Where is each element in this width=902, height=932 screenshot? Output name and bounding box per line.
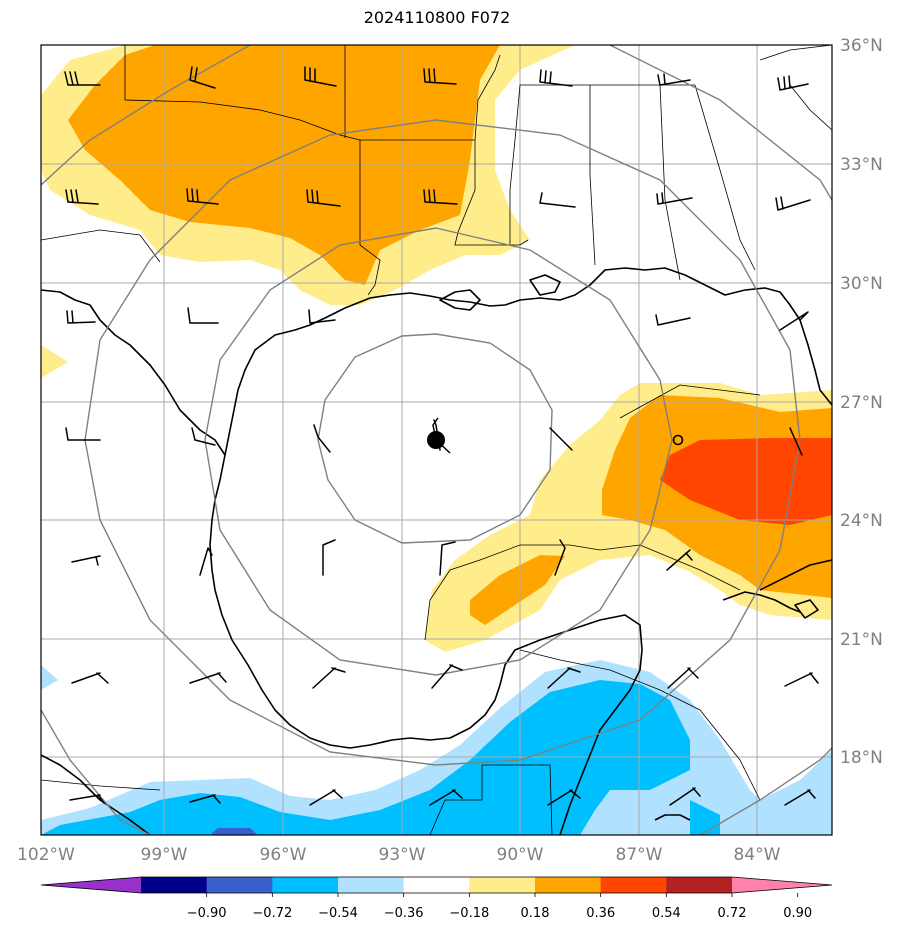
- range-rings: [41, 45, 832, 835]
- colorbar-label: −0.54: [318, 906, 358, 921]
- lat-label: 36°N: [840, 36, 883, 56]
- colorbar-segment: [206, 877, 273, 893]
- lat-label: 21°N: [840, 630, 883, 650]
- coastlines: [41, 267, 832, 835]
- lon-label: 96°W: [260, 845, 307, 865]
- graticule: [41, 45, 832, 835]
- borders: [41, 45, 832, 835]
- colorbar-outline: [40, 876, 833, 894]
- lon-label: 102°W: [17, 845, 75, 865]
- colorbar-label: −0.36: [384, 906, 424, 921]
- colorbar-segment: [403, 877, 470, 893]
- colorbar-label: −0.72: [252, 906, 292, 921]
- colorbar-label: −0.18: [449, 906, 489, 921]
- lat-label: 27°N: [840, 393, 883, 413]
- lat-label: 24°N: [840, 511, 883, 531]
- colorbar-segment: [535, 877, 602, 893]
- positive-anomaly-medium: [68, 45, 500, 285]
- colorbar-labels: −0.90 −0.72 −0.54 −0.36 −0.18 0.18 0.36 0.54 0.7…: [187, 893, 812, 921]
- negative-anomaly-light: [41, 665, 58, 690]
- secondary-center-marker: [672, 434, 684, 446]
- colorbar-label: 0.90: [783, 906, 812, 921]
- lon-label: 84°W: [734, 845, 781, 865]
- latitude-labels: 36°N 33°N 30°N 27°N 24°N 21°N 18°N: [840, 36, 883, 768]
- negative-anomaly-medium: [41, 680, 690, 835]
- map-panel: [41, 45, 832, 835]
- map-frame: [40, 44, 833, 836]
- lat-label: 30°N: [840, 274, 883, 294]
- lon-label: 87°W: [616, 845, 663, 865]
- positive-anomaly-light: [41, 345, 68, 378]
- colorbar-label: 0.54: [652, 906, 681, 921]
- longitude-labels: 102°W 99°W 96°W 93°W 90°W 87°W 84°W: [17, 845, 781, 865]
- positive-anomaly-medium: [470, 555, 565, 625]
- lon-label: 99°W: [141, 845, 188, 865]
- shaded-field: [41, 45, 832, 835]
- colorbar-label: 0.36: [586, 906, 615, 921]
- colorbar-segment: [272, 877, 339, 893]
- map-title: 2024110800 F072: [363, 8, 511, 27]
- colorbar-segment: [600, 877, 667, 893]
- colorbar-segment: [732, 877, 832, 893]
- lon-label: 93°W: [379, 845, 426, 865]
- negative-anomaly-strong: [210, 828, 258, 835]
- wind-barbs: [64, 66, 819, 806]
- colorbar-segment: [141, 877, 208, 893]
- colorbar-segment: [469, 877, 536, 893]
- colorbar-segment: [338, 877, 405, 893]
- colorbar-label: −0.90: [187, 906, 227, 921]
- lon-label: 90°W: [497, 845, 544, 865]
- colorbar-segment: [666, 877, 733, 893]
- lat-label: 18°N: [840, 748, 883, 768]
- storm-center-barb: [432, 417, 451, 454]
- colorbar-label: 0.18: [521, 906, 550, 921]
- lat-label: 33°N: [840, 155, 883, 175]
- colorbar-segment: [41, 877, 141, 893]
- colorbar-label: 0.72: [718, 906, 747, 921]
- negative-anomaly-medium: [690, 800, 720, 835]
- colorbar: [40, 876, 833, 894]
